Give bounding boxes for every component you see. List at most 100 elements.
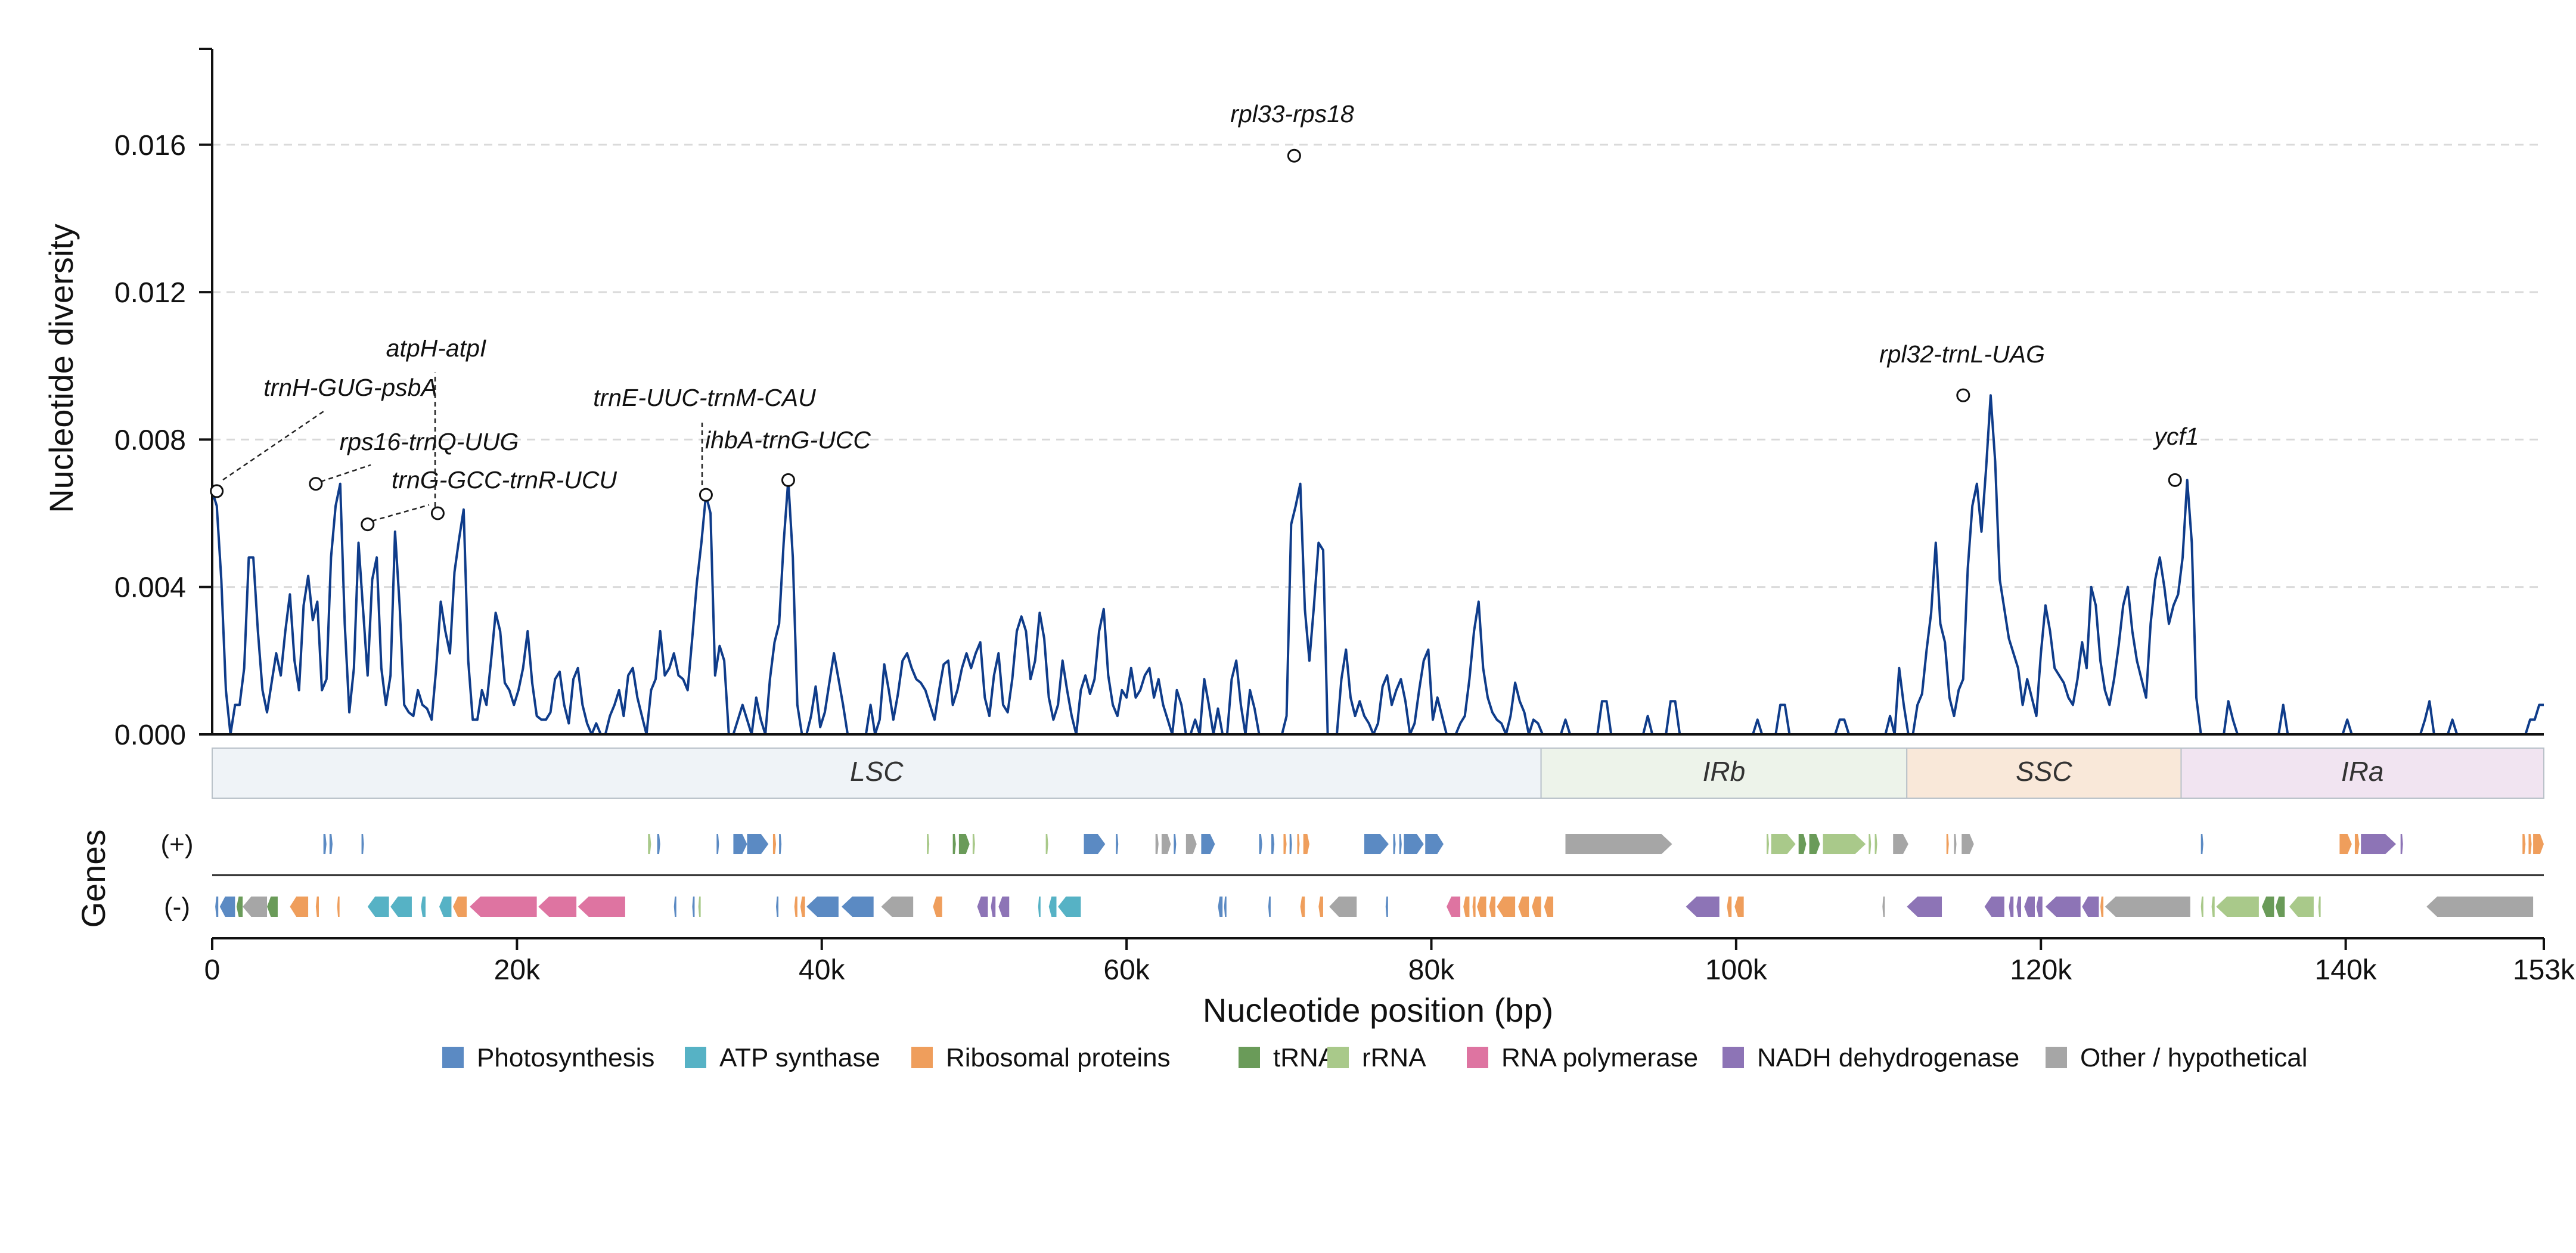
- gene-plus-21: [1201, 834, 1215, 854]
- gene-minus-11: [439, 897, 452, 917]
- gene-minus-60: [2100, 897, 2104, 917]
- gene-plus-40: [1874, 834, 1877, 854]
- region-label-ira: IRa: [2341, 756, 2384, 787]
- gene-plus-14: [1045, 834, 1048, 854]
- peak-marker-ycf1: [2168, 473, 2182, 487]
- region-lsc: [212, 748, 1542, 799]
- legend-swatch-other-hypothetical: [2046, 1047, 2067, 1068]
- peak-label-rpl33-rps18: rpl33-rps18: [1230, 100, 1354, 128]
- gene-plus-31: [1404, 834, 1424, 854]
- gene-minus-51: [1882, 897, 1885, 917]
- gene-plus-10: [927, 834, 930, 854]
- gene-minus-54: [2009, 897, 2014, 917]
- gene-minus-46: [1532, 897, 1541, 917]
- gene-plus-28: [1364, 834, 1389, 854]
- gene-minus-62: [2201, 897, 2203, 917]
- legend-label-atp-synthase: ATP synthase: [719, 1043, 880, 1072]
- legend-swatch-photosynthesis: [442, 1047, 464, 1068]
- y-tick-label-1: 0.004: [114, 572, 186, 604]
- legend-label-photosynthesis: Photosynthesis: [477, 1043, 654, 1072]
- gene-plus-5: [716, 834, 719, 854]
- y-axis-title: Nucleotide diversity: [42, 224, 80, 513]
- peak-annotations: trnH-GUG-psbA rps16-trnQ-UUG trnG-GCC-trnR…: [210, 100, 2199, 532]
- gene-plus-1: [329, 834, 333, 854]
- legend-label-trna: tRNA: [1273, 1043, 1336, 1072]
- region-irb: [1540, 748, 1908, 799]
- legend-swatch-ribosomal-proteins: [911, 1047, 933, 1068]
- gene-plus-13: [972, 834, 975, 854]
- y-tick-label-2: 0.008: [114, 424, 186, 456]
- peak-label-rpl32-trnl-uag: rpl32-trnL-UAG: [1879, 340, 2045, 368]
- x-tick-label-4: 80k: [1408, 954, 1455, 986]
- gene-plus-49: [2400, 834, 2403, 854]
- gene-minus-22: [806, 897, 839, 917]
- y-tick-label-4: 0.016: [114, 130, 186, 162]
- gene-minus-33: [1224, 897, 1227, 917]
- gene-plus-32: [1425, 834, 1444, 854]
- x-tick-label-2: 40k: [799, 954, 845, 986]
- x-tick-label-6: 120k: [2010, 954, 2072, 986]
- gene-plus-2: [361, 834, 364, 854]
- gene-minus-55: [2016, 897, 2021, 917]
- gene-minus-48: [1686, 897, 1720, 917]
- gene-minus-65: [2261, 897, 2274, 917]
- gene-minus-34: [1268, 897, 1271, 917]
- region-bar: LSC IRb SSC IRa: [212, 748, 2544, 799]
- gene-plus-7: [747, 834, 769, 854]
- gene-minus-29: [1038, 897, 1041, 917]
- gene-plus-27: [1303, 834, 1309, 854]
- gene-plus-51: [2528, 834, 2532, 854]
- gene-minus-25: [933, 897, 942, 917]
- gene-plus-22: [1259, 834, 1262, 854]
- gene-minus-15: [578, 897, 625, 917]
- gene-plus-26: [1297, 834, 1300, 854]
- x-tick-label-8: 153k: [2513, 954, 2575, 986]
- legend-swatch-atp-synthase: [685, 1047, 706, 1068]
- peak-marker-rps16-trnq-uug: [309, 477, 323, 491]
- gene-plus-48: [2361, 834, 2396, 854]
- gene-minus-4: [267, 897, 278, 917]
- peak-label-trng-gcc-trnr-ucu: trnG-GCC-trnR-UCU: [392, 466, 617, 494]
- peak-label-trnh-gug-psba: trnH-GUG-psbA: [263, 374, 437, 401]
- peak-marker-trne-uuc-trnm-cau: [699, 488, 713, 502]
- gene-minus-38: [1385, 897, 1388, 917]
- gene-plus-44: [1962, 834, 1974, 854]
- gene-tracks: [212, 834, 2544, 917]
- peak-connector-trnh-gug-psba: [222, 409, 326, 481]
- peak-label-ycf1: ycf1: [2152, 423, 2199, 450]
- gridlines: [212, 144, 2544, 588]
- gene-minus-0: [215, 897, 219, 917]
- x-tick-label-0: 0: [204, 954, 221, 986]
- gene-plus-4: [657, 834, 660, 854]
- strand-label-plus: (+): [161, 830, 194, 859]
- gene-minus-1: [219, 897, 235, 917]
- gene-plus-46: [2339, 834, 2352, 854]
- legend-label-other-hypothetical: Other / hypothetical: [2080, 1043, 2308, 1072]
- gene-plus-11: [952, 834, 956, 854]
- gene-minus-23: [841, 897, 874, 917]
- gene-plus-19: [1174, 834, 1177, 854]
- gene-minus-42: [1477, 897, 1486, 917]
- region-ssc: [1906, 748, 2182, 799]
- gene-minus-8: [367, 897, 389, 917]
- x-axis: 0 20k 40k 60k 80k 100k 120k 140k 153k: [204, 937, 2575, 986]
- gene-minus-61: [2105, 897, 2190, 917]
- legend: Photosynthesis ATP synthase Ribosomal prot…: [442, 1043, 2308, 1072]
- gene-plus-30: [1399, 834, 1402, 854]
- legend-label-ribosomal-proteins: Ribosomal proteins: [946, 1043, 1171, 1072]
- gene-plus-16: [1116, 834, 1119, 854]
- diversity-line-layer: [211, 394, 2544, 736]
- gene-plus-39: [1869, 834, 1872, 854]
- gene-minus-53: [1984, 897, 2004, 917]
- gene-plus-43: [1954, 834, 1957, 854]
- gene-minus-32: [1218, 897, 1223, 917]
- peak-marker-atph-atpi: [430, 506, 445, 520]
- gene-minus-3: [243, 897, 268, 917]
- gene-minus-36: [1318, 897, 1323, 917]
- legend-swatch-trna: [1239, 1047, 1260, 1068]
- gene-minus-18: [698, 897, 701, 917]
- x-tick-label-5: 100k: [1705, 954, 1768, 986]
- x-axis-title: Nucleotide position (bp): [1203, 991, 1553, 1029]
- gene-minus-57: [2036, 897, 2043, 917]
